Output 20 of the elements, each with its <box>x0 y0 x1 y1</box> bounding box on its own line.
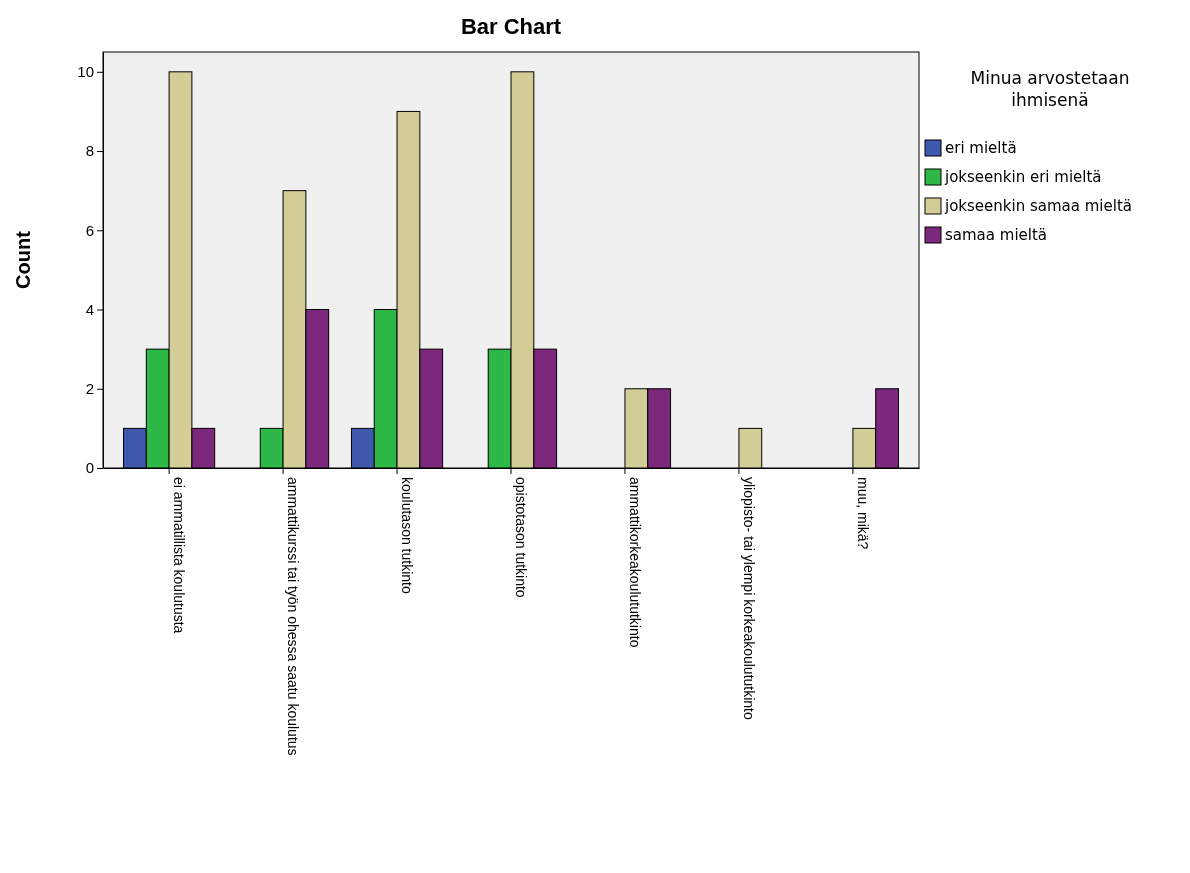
legend-label: samaa mieltä <box>945 226 1048 244</box>
y-tick-label: 8 <box>85 142 94 160</box>
legend-label: eri mieltä <box>945 139 1017 157</box>
x-tick-label: opistotason tutkinto <box>512 477 529 598</box>
x-tick-label: ei ammatillista koulutusta <box>171 477 187 634</box>
legend-title: Minua arvostetaan ihmisenä <box>970 68 1130 110</box>
x-tick-label: yliopisto- tai ylempi korkeakoulututkinto <box>740 477 757 720</box>
x-tick-label: ammattikurssi tai työn ohessa saatu koulutus <box>284 477 301 756</box>
y-tick-label: 0 <box>85 459 94 477</box>
legend-label: jokseenkin eri mieltä <box>944 168 1102 186</box>
x-tick-label: ammattikorkeakoulututkinto <box>626 477 643 648</box>
y-tick-label: 2 <box>85 380 94 398</box>
y-tick-label: 6 <box>85 221 94 239</box>
y-axis-title: Count <box>12 230 34 289</box>
chart-title: Bar Chart <box>460 14 562 39</box>
legend-label: jokseenkin samaa mieltä <box>944 197 1132 215</box>
x-tick-label: muu, mikä? <box>854 477 871 550</box>
y-tick-label: 10 <box>77 63 94 81</box>
y-tick-label: 4 <box>85 300 94 318</box>
x-tick-label: koulutason tutkinto <box>398 477 415 594</box>
